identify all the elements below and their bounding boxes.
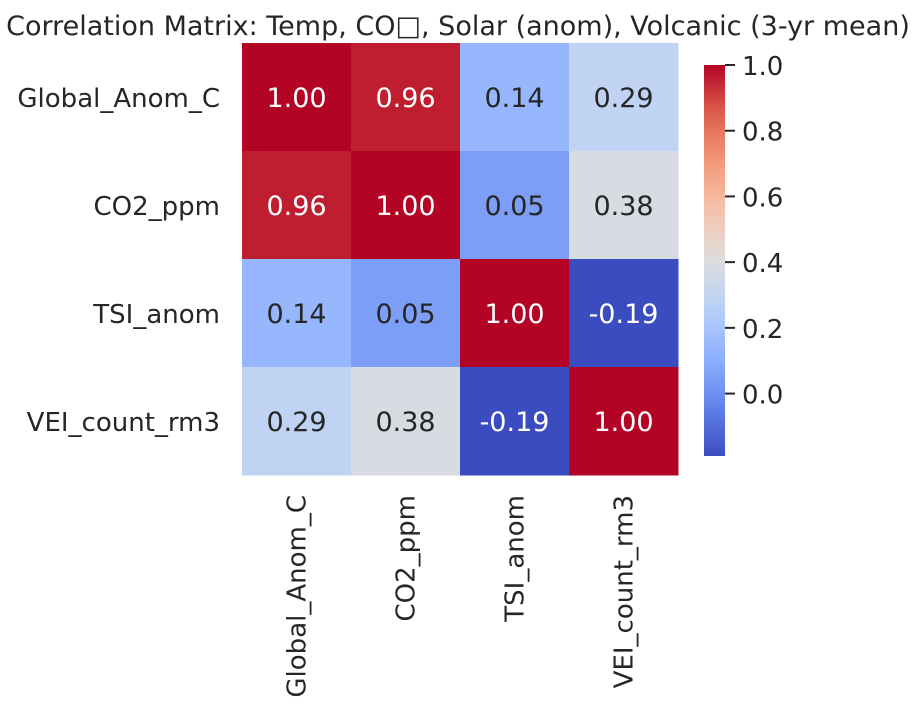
heatmap-value-label: -0.19 <box>589 299 659 330</box>
heatmap-cell-tsi-anom-tsi-anom <box>460 259 570 368</box>
colorbar: 0.0 0.2 0.4 0.6 0.8 1.0 <box>704 52 783 456</box>
column-tick-labels: Global_Anom_C CO2_ppm TSI_anom VEI_count_rm… <box>283 495 640 698</box>
column-tick-label: CO2_ppm <box>392 495 422 622</box>
heatmap-cell-vei-count-rm3-global-anom-c <box>242 367 352 476</box>
heatmap-cell-vei-count-rm3-co2-ppm <box>351 367 461 476</box>
heatmap-value-label: 1.00 <box>375 191 435 222</box>
heatmap-cell-vei-count-rm3-vei-count-rm3 <box>569 367 679 476</box>
heatmap-cell-tsi-anom-vei-count-rm3 <box>569 259 679 368</box>
heatmap-cell-co2-ppm-global-anom-c <box>242 151 352 260</box>
heatmap-cell-co2-ppm-vei-count-rm3 <box>569 151 679 260</box>
colorbar-tick-label: 0.0 <box>742 381 783 411</box>
heatmap-cell-tsi-anom-global-anom-c <box>242 259 352 368</box>
heatmap-value-label: 0.96 <box>266 191 326 222</box>
colorbar-gradient <box>704 65 725 456</box>
heatmap-cell-global-anom-c-vei-count-rm3 <box>569 43 679 152</box>
heatmap-cell-co2-ppm-tsi-anom <box>460 151 570 260</box>
column-tick-label: VEI_count_rm3 <box>610 495 640 688</box>
heatmap-value-label: 1.00 <box>266 83 326 114</box>
heatmap-value-label: 0.29 <box>266 407 326 438</box>
heatmap-cell-vei-count-rm3-tsi-anom <box>460 367 570 476</box>
column-tick-label: TSI_anom <box>501 495 531 623</box>
heatmap-value-label: -0.19 <box>480 407 550 438</box>
heatmap-cells <box>242 43 679 476</box>
column-tick-label: Global_Anom_C <box>283 495 313 698</box>
row-tick-label: CO2_ppm <box>94 192 221 222</box>
heatmap-cell-tsi-anom-co2-ppm <box>351 259 461 368</box>
heatmap-value-label: 0.38 <box>375 407 435 438</box>
row-tick-label: TSI_anom <box>92 300 220 330</box>
chart-title: Correlation Matrix: Temp, CO□, Solar (an… <box>6 11 910 42</box>
heatmap-value-label: 0.38 <box>593 191 653 222</box>
colorbar-tick-label: 1.0 <box>742 52 783 82</box>
heatmap-value-label: 1.00 <box>593 407 653 438</box>
colorbar-tick-label: 0.4 <box>742 249 783 279</box>
heatmap-cell-global-anom-c-tsi-anom <box>460 43 570 152</box>
heatmap-value-label: 0.14 <box>484 83 544 114</box>
colorbar-tick-label: 0.6 <box>742 183 783 213</box>
heatmap-cell-labels: 1.00 0.96 0.14 0.29 0.96 1.00 0.05 0.38 0.14 0.05… <box>266 83 658 438</box>
colorbar-tick-label: 0.8 <box>742 118 783 148</box>
heatmap-value-label: 0.29 <box>593 83 653 114</box>
colorbar-tick-label: 0.2 <box>742 315 783 345</box>
heatmap-value-label: 1.00 <box>484 299 544 330</box>
heatmap-value-label: 0.14 <box>266 299 326 330</box>
row-tick-label: Global_Anom_C <box>17 84 220 114</box>
heatmap-value-label: 0.05 <box>375 299 435 330</box>
row-tick-labels: Global_Anom_C CO2_ppm TSI_anom VEI_count_rm… <box>17 84 220 438</box>
heatmap-cell-co2-ppm-co2-ppm <box>351 151 461 260</box>
heatmap-value-label: 0.96 <box>375 83 435 114</box>
heatmap-cell-global-anom-c-co2-ppm <box>351 43 461 152</box>
heatmap-value-label: 0.05 <box>484 191 544 222</box>
row-tick-label: VEI_count_rm3 <box>27 408 220 438</box>
heatmap-cell-global-anom-c-global-anom-c <box>242 43 352 152</box>
